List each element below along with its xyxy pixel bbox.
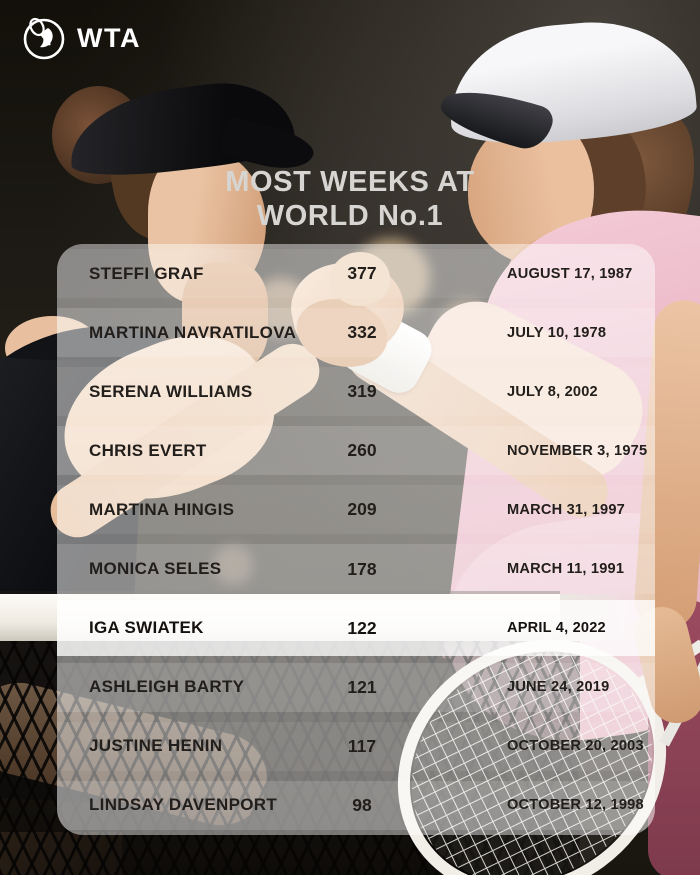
weeks-value: 332 (347, 322, 377, 343)
player-name: MARTINA NAVRATILOVA (89, 322, 297, 342)
stats-panel: STEFFI GRAF 377 AUGUST 17, 1987 MARTINA … (57, 244, 655, 835)
table-row: SERENA WILLIAMS 319 JULY 8, 2002 (57, 362, 655, 421)
date-value: JUNE 24, 2019 (507, 679, 610, 696)
date-value: JULY 10, 1978 (507, 324, 607, 341)
date-value: APRIL 4, 2022 (507, 620, 606, 637)
table-row: LINDSAY DAVENPORT 98 OCTOBER 12, 1998 (57, 776, 655, 835)
table-row: CHRIS EVERT 260 NOVEMBER 3, 1975 (57, 421, 655, 480)
table-row: MONICA SELES 178 MARCH 11, 1991 (57, 539, 655, 598)
date-value: MARCH 31, 1997 (507, 501, 625, 518)
table-row-highlighted: IGA SWIATEK 122 APRIL 4, 2022 (57, 599, 655, 658)
weeks-value: 122 (347, 617, 377, 638)
table-row: MARTINA NAVRATILOVA 332 JULY 10, 1978 (57, 303, 655, 362)
table-row: MARTINA HINGIS 209 MARCH 31, 1997 (57, 480, 655, 539)
player-name: JUSTINE HENIN (89, 736, 223, 756)
player-name: MONICA SELES (89, 559, 222, 579)
weeks-value: 377 (347, 263, 377, 284)
date-value: MARCH 11, 1991 (507, 561, 625, 578)
table-row: ASHLEIGH BARTY 121 JUNE 24, 2019 (57, 658, 655, 717)
weeks-value: 209 (347, 499, 377, 520)
title-line-1: MOST WEEKS AT (225, 166, 475, 198)
date-value: JULY 8, 2002 (507, 383, 598, 400)
player-name: STEFFI GRAF (89, 263, 204, 283)
player-name: MARTINA HINGIS (89, 499, 235, 519)
date-value: NOVEMBER 3, 1975 (507, 442, 648, 459)
wta-player-logo-icon (23, 17, 65, 60)
player-name: LINDSAY DAVENPORT (89, 795, 278, 815)
table-row: JUSTINE HENIN 117 OCTOBER 20, 2003 (57, 717, 655, 776)
date-value: OCTOBER 12, 1998 (507, 797, 644, 814)
tennis-racquet (397, 639, 700, 875)
weeks-value: 98 (352, 794, 372, 815)
wta-wordmark: WTA (77, 22, 141, 53)
weeks-value: 121 (347, 676, 377, 697)
handshake-hands (330, 252, 390, 306)
date-value: OCTOBER 20, 2003 (507, 738, 644, 755)
player-name: IGA SWIATEK (89, 618, 204, 638)
player-name: ASHLEIGH BARTY (89, 677, 245, 697)
weeks-value: 117 (347, 735, 377, 756)
weeks-value: 260 (347, 440, 377, 461)
page-title: MOST WEEKS AT WORLD No.1 (0, 165, 700, 233)
wta-brand: WTA (20, 14, 141, 62)
table-row: STEFFI GRAF 377 AUGUST 17, 1987 (57, 244, 655, 303)
title-line-2: WORLD No.1 (256, 200, 444, 232)
bokeh-light (213, 545, 253, 585)
player-name: CHRIS EVERT (89, 440, 207, 460)
date-value: AUGUST 17, 1987 (507, 265, 633, 282)
weeks-value: 178 (347, 558, 377, 579)
weeks-value: 319 (347, 381, 377, 402)
player-name: SERENA WILLIAMS (89, 381, 253, 401)
